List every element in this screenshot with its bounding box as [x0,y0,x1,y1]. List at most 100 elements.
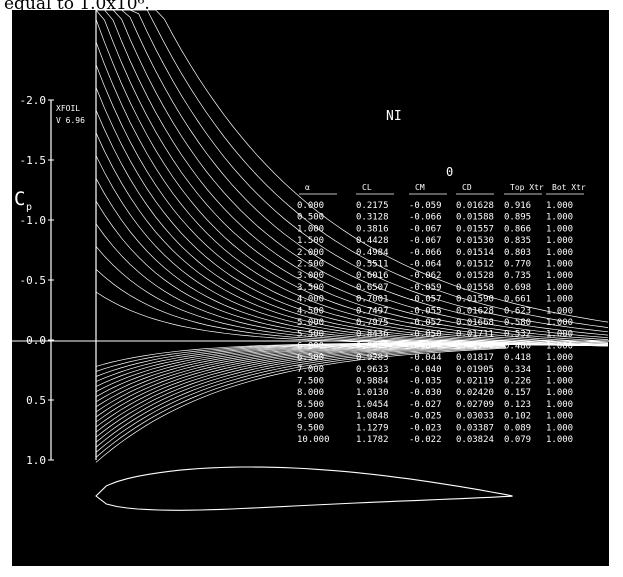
table-cell: 2.500 [297,260,324,270]
table-cell: 8.000 [297,388,324,398]
table-cell: 0.623 [504,306,531,316]
cp-series-upper [95,109,609,346]
table-cell: 1.000 [546,330,573,340]
table-cell: 1.000 [546,224,573,234]
table-cell: 0.2175 [356,201,389,211]
table-cell: 0.9633 [356,365,389,375]
table-cell: 1.000 [546,213,573,223]
table-cell: 0.01711 [456,330,494,340]
table-cell: 0.580 [504,318,531,328]
cp-series-upper [96,10,609,323]
table-cell: 1.1782 [356,435,389,445]
y-axis-group: -2.0 -1.5 -1.0 -0.5 0.0 0.5 1.0 [12,94,609,467]
polar-table: α CL CM CD Top Xtr Bot Xtr 0.000 0.2175 -0.059 0.… [297,183,586,445]
table-cell: 6.500 [297,353,324,363]
chart-title: NI [386,109,402,124]
table-cell: 3.500 [297,283,324,293]
table-cell: 0.866 [504,224,531,234]
table-cell: -0.044 [409,353,442,363]
table-cell: 1.0454 [356,400,389,410]
table-cell: -0.067 [409,224,442,234]
table-cell: 1.1279 [356,423,389,433]
table-header: CL [362,183,372,192]
table-cell: 1.000 [546,400,573,410]
cp-series-lower [95,343,506,413]
cp-series-lower [95,346,506,453]
airfoil-outline [95,466,513,511]
table-cell: -0.052 [409,318,442,328]
table-cell: 0.01514 [456,248,494,258]
table-cell: 0.02119 [456,377,494,387]
table-cell: 0.835 [504,236,531,246]
table-cell: 0.000 [297,201,324,211]
table-cell: -0.066 [409,213,442,223]
cp-series-upper [96,10,609,333]
cp-series-lower [95,345,506,443]
table-cell: 1.000 [546,283,573,293]
cp-series-upper [96,10,609,339]
cp-series-upper [96,10,609,336]
table-cell: 6.000 [297,341,324,351]
table-cell: 1.000 [546,295,573,305]
table-cell: 1.000 [546,423,573,433]
table-cell: 0.916 [504,201,531,211]
table-cell: 1.000 [297,224,324,234]
table-cell: 0.735 [504,271,531,281]
table-cell: 4.500 [297,306,324,316]
table-cell: 1.000 [546,365,573,375]
table-cell: 0.01588 [456,213,494,223]
table-cell: 0.500 [297,213,324,223]
y-tick-label: -1.0 [20,214,47,227]
table-cell: 4.000 [297,295,324,305]
table-cell: -0.066 [409,248,442,258]
table-cell: 0.8877 [356,341,389,351]
table-cell: 0.698 [504,283,531,293]
cp-series-lower [95,343,506,418]
table-cell: 0.02420 [456,388,494,398]
table-cell: 0.02709 [456,400,494,410]
cp-series-upper [96,10,609,328]
table-cell: 0.8436 [356,330,389,340]
table-cell: 1.000 [546,388,573,398]
table-cell: 0.01590 [456,295,494,305]
table-cell: -0.040 [409,365,442,375]
table-cell: 0.5511 [356,260,389,270]
table-cell: 1.000 [546,271,573,281]
table-cell: 0.6507 [356,283,389,293]
table-cell: 0.079 [504,435,531,445]
program-version: V 6.96 [56,116,85,125]
table-cell: 1.0130 [356,388,389,398]
table-cell: 3.000 [297,271,324,281]
table-cell: -0.027 [409,400,442,410]
y-ticks-group: -2.0 -1.5 -1.0 -0.5 0.0 0.5 1.0 [20,94,54,467]
table-cell: 1.000 [546,201,573,211]
cp-series-lower [95,344,506,433]
table-cell: 1.000 [546,260,573,270]
table-cell: -0.022 [409,435,442,445]
table-cell: -0.047 [409,341,442,351]
table-cell: 0.532 [504,330,531,340]
table-cell: 0.480 [504,341,531,351]
table-cell: 0.01528 [456,271,494,281]
cp-series-upper [95,223,609,347]
table-cell: 0.7975 [356,318,389,328]
table-cell: 0.01668 [456,318,494,328]
table-cell: 0.03387 [456,423,494,433]
table-cell: 0.01760 [456,341,494,351]
table-cell: 0.770 [504,260,531,270]
table-cell: 0.01557 [456,224,494,234]
table-cell: -0.067 [409,236,442,246]
table-header: CD [462,183,472,192]
table-cell: 1.000 [546,435,573,445]
program-name: XFOIL [56,104,80,113]
cp-series-lower [95,348,506,463]
table-cell: 1.500 [297,236,324,246]
table-cell: 0.01628 [456,201,494,211]
y-tick-label: -1.5 [20,154,47,167]
table-cell: 0.7497 [356,306,389,316]
table-cell: 0.01905 [456,365,494,375]
table-cell: 1.000 [546,306,573,316]
table-cell: 1.000 [546,341,573,351]
table-cell: 0.3816 [356,224,389,234]
y-tick-label: 0.0 [26,334,46,347]
